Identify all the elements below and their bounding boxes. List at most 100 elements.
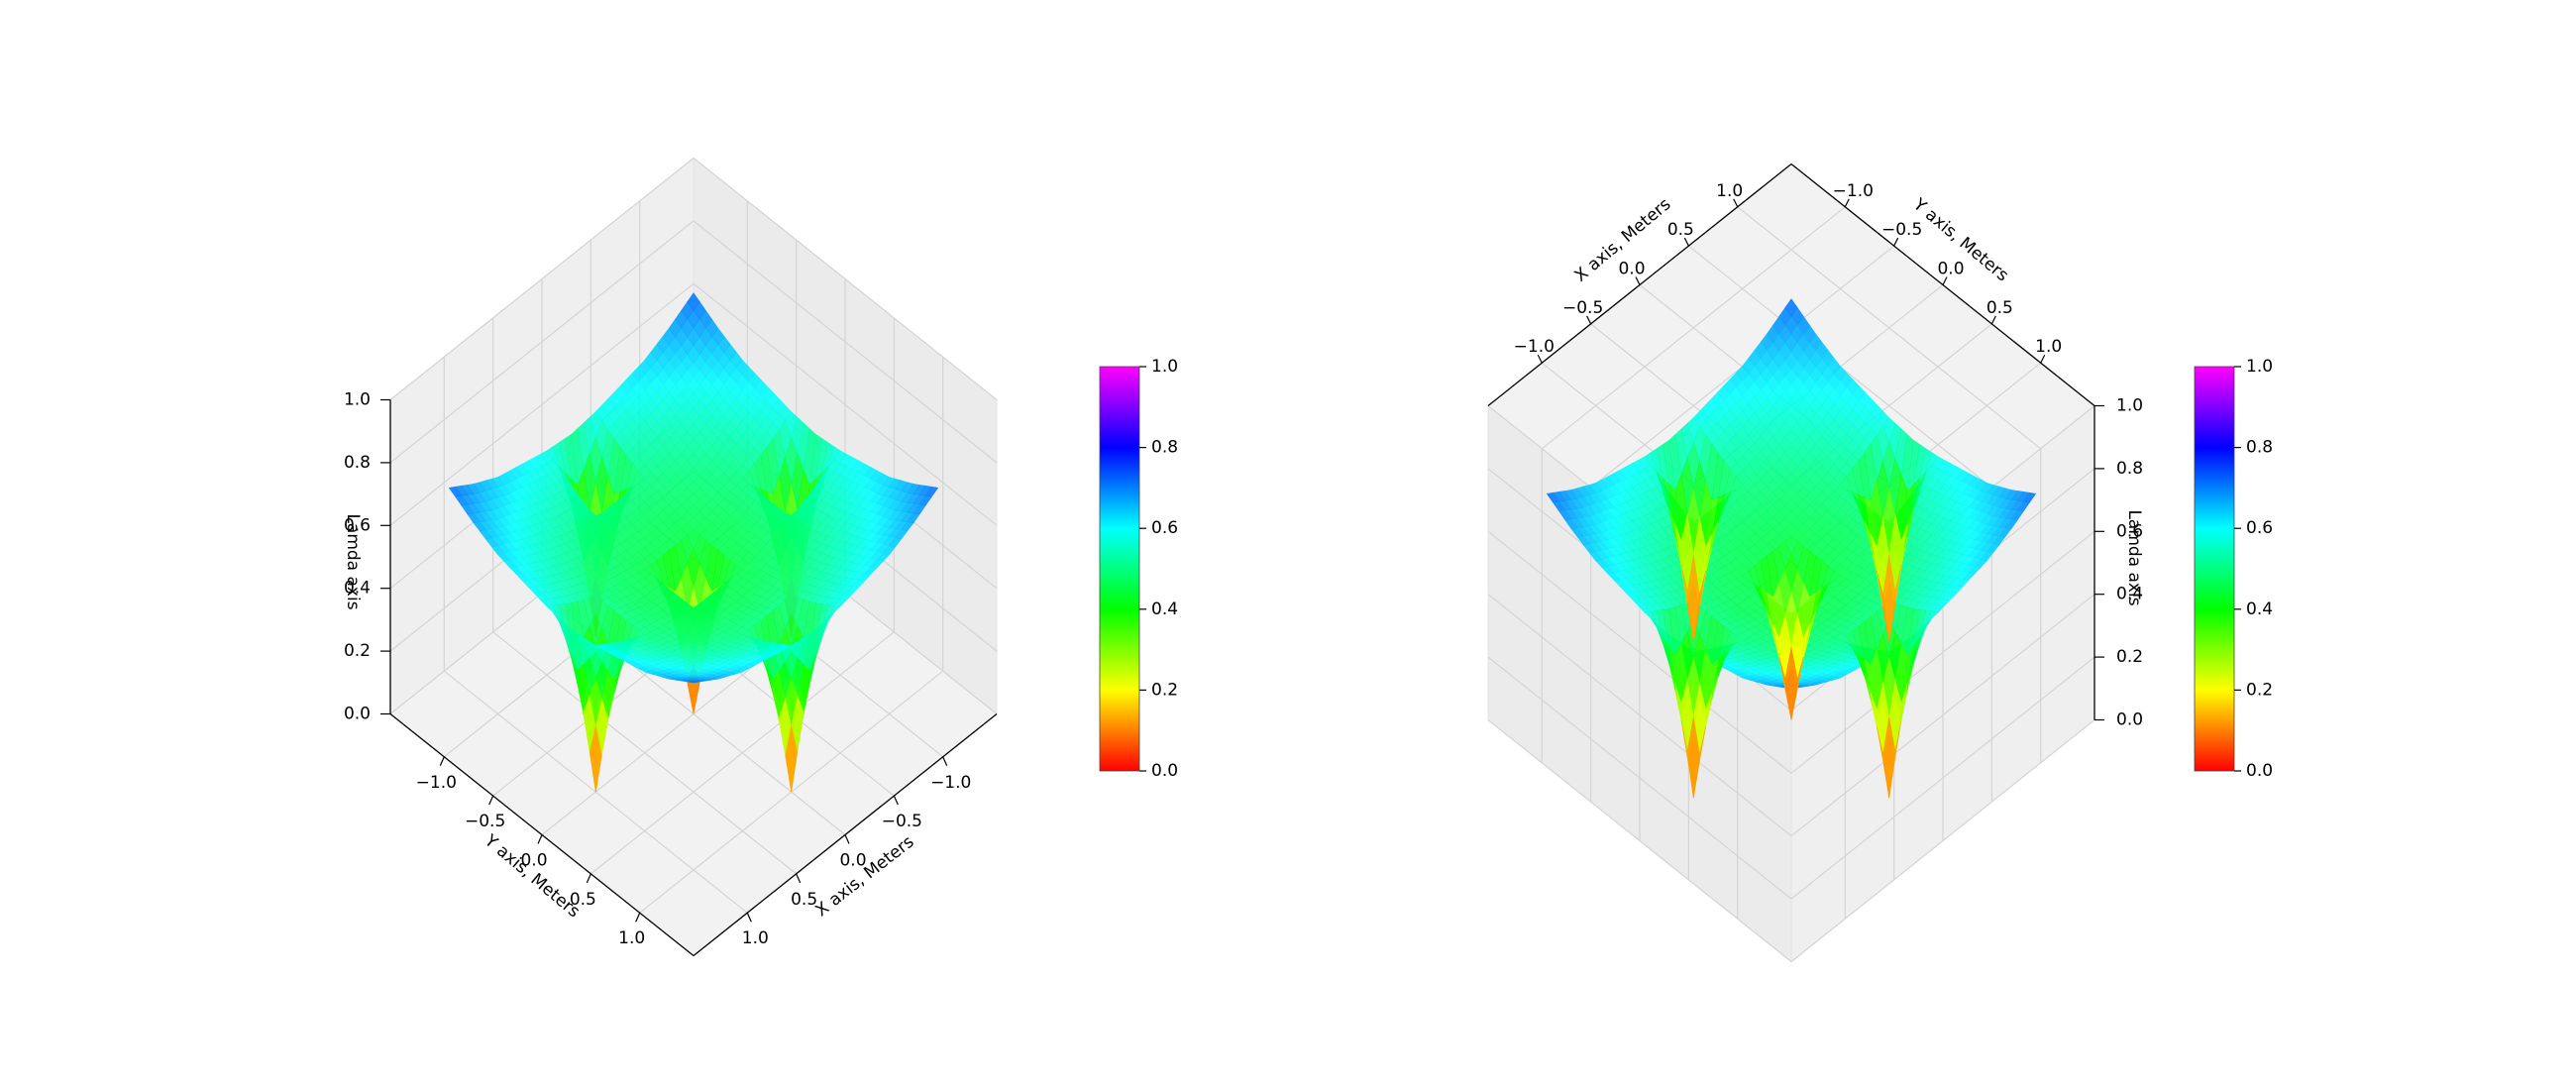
x-tick-label: −0.5 bbox=[1562, 298, 1603, 318]
z-axis-label: Lamda axis bbox=[2124, 509, 2144, 605]
colorbar-tick-label: 1.0 bbox=[1151, 357, 1178, 377]
colorbar-tick-label: 0.4 bbox=[1151, 600, 1178, 619]
tick-mark bbox=[942, 756, 948, 767]
panel: −1.0 −0.5 0.0 0.5 1.0 −1.0 −0.5 0.0 0.5 1.0 0.0 0.2… bbox=[343, 157, 1178, 957]
grid-line bbox=[1541, 206, 1846, 450]
grid-line bbox=[1790, 719, 2095, 962]
tick-mark bbox=[635, 912, 641, 923]
z-tick-label: 0.6 bbox=[2116, 521, 2143, 541]
colorbar-tick-label: 0.4 bbox=[2246, 600, 2273, 619]
tick-mark bbox=[893, 795, 899, 806]
colorbar-tick-label: 1.0 bbox=[2246, 357, 2273, 377]
x-tick-label: 1.0 bbox=[1716, 181, 1743, 201]
tick-mark bbox=[1635, 276, 1641, 285]
grid-line bbox=[1487, 719, 1792, 962]
surface-patch bbox=[1784, 646, 1798, 720]
tick-mark bbox=[1537, 354, 1543, 364]
z-tick-label: 0.4 bbox=[344, 579, 371, 599]
y-tick-label: 0.5 bbox=[1986, 298, 2013, 318]
grid-line bbox=[1790, 656, 2095, 900]
grid-line bbox=[1790, 530, 2095, 774]
colorbar-tick-label: 0.0 bbox=[1151, 761, 1178, 781]
x-tick-label: −1.0 bbox=[930, 773, 971, 793]
surface bbox=[448, 292, 939, 793]
colorbar bbox=[1099, 366, 1140, 772]
grid-line bbox=[693, 282, 998, 526]
y-tick-label: 0.0 bbox=[1937, 260, 1964, 279]
surface-patch bbox=[594, 404, 608, 421]
y-tick-label: 0.0 bbox=[520, 851, 547, 871]
z-tick-label: 0.0 bbox=[344, 705, 371, 724]
surface-patch bbox=[779, 404, 793, 421]
grid-line bbox=[389, 220, 695, 464]
grid-line bbox=[590, 631, 895, 875]
grid-line bbox=[1790, 594, 2095, 837]
colorbar bbox=[2194, 366, 2235, 772]
z-tick-label: 1.0 bbox=[344, 390, 371, 410]
tick-mark bbox=[1733, 198, 1739, 208]
z-tick-label: 0.8 bbox=[2116, 459, 2143, 479]
y-tick-label: 1.0 bbox=[2035, 337, 2062, 357]
y-tick-label: −1.0 bbox=[416, 773, 457, 793]
grid-line bbox=[389, 282, 695, 526]
surface-patch bbox=[1693, 571, 1706, 642]
y-tick-label: −0.5 bbox=[1881, 220, 1922, 240]
tick-mark bbox=[1844, 198, 1850, 208]
y-tick-label: −1.0 bbox=[1833, 181, 1874, 201]
tick-mark bbox=[1586, 315, 1592, 325]
tick-mark bbox=[2040, 354, 2046, 364]
colorbar-tick-label: 0.6 bbox=[2246, 518, 2273, 538]
surface-patch bbox=[540, 599, 554, 607]
tick-mark bbox=[1990, 315, 1996, 325]
x-tick-label: 0.0 bbox=[1618, 260, 1645, 279]
x-tick-label: −1.0 bbox=[1514, 337, 1555, 357]
z-tick-label: 0.2 bbox=[344, 641, 371, 661]
surface-patch bbox=[1877, 571, 1889, 642]
surface-patch bbox=[687, 680, 700, 684]
grid-line bbox=[1487, 656, 1792, 900]
x-tick-label: 0.5 bbox=[791, 890, 817, 910]
panel: −1.0 −0.5 0.0 0.5 1.0 −1.0 −0.5 0.0 0.5 1.0 0.0 0.2… bbox=[1487, 163, 2273, 963]
surface-patch bbox=[924, 487, 939, 497]
tick-mark bbox=[1942, 276, 1948, 285]
z-tick-label: 0.0 bbox=[2116, 710, 2143, 730]
z-axis-label: Lamda axis bbox=[343, 513, 363, 609]
tick-mark bbox=[1893, 237, 1899, 247]
tick-mark bbox=[537, 834, 543, 844]
z-tick-label: 0.8 bbox=[344, 453, 371, 473]
tick-mark bbox=[488, 795, 494, 806]
y-tick-label: −0.5 bbox=[465, 812, 505, 831]
grid-line bbox=[693, 220, 998, 464]
tick-mark bbox=[586, 873, 591, 884]
colorbar-tick-label: 0.8 bbox=[1151, 438, 1178, 458]
colorbar-tick-label: 0.6 bbox=[1151, 518, 1178, 538]
colorbar-tick-label: 0.2 bbox=[1151, 680, 1178, 700]
tick-mark bbox=[844, 834, 850, 844]
surface-patch bbox=[1784, 369, 1798, 384]
x-tick-label: −0.5 bbox=[882, 812, 922, 831]
surface-patch bbox=[1784, 413, 1798, 431]
z-tick-label: 0.2 bbox=[2116, 647, 2143, 667]
surface-patch bbox=[687, 292, 700, 311]
grid-line bbox=[389, 158, 695, 400]
surface-patch bbox=[448, 487, 463, 497]
z-tick-label: 0.6 bbox=[344, 515, 371, 535]
grid-line bbox=[693, 158, 998, 400]
surface-patch bbox=[1686, 716, 1700, 799]
grid-line bbox=[1487, 530, 1792, 774]
z-tick-label: 0.4 bbox=[2116, 585, 2143, 604]
y-tick-label: 1.0 bbox=[618, 928, 645, 948]
y-tick-label: 0.5 bbox=[570, 890, 596, 910]
colorbar-tick-label: 0.2 bbox=[2246, 680, 2273, 700]
colorbar-tick-label: 0.8 bbox=[2246, 438, 2273, 458]
surface-patch bbox=[833, 599, 847, 607]
surface-patch bbox=[1882, 716, 1896, 799]
x-tick-label: 0.5 bbox=[1667, 220, 1694, 240]
x-tick-label: 1.0 bbox=[742, 928, 769, 948]
tick-mark bbox=[746, 912, 752, 923]
z-tick-label: 1.0 bbox=[2116, 396, 2143, 416]
x-tick-label: 0.0 bbox=[839, 851, 866, 871]
surface bbox=[1546, 298, 2037, 799]
